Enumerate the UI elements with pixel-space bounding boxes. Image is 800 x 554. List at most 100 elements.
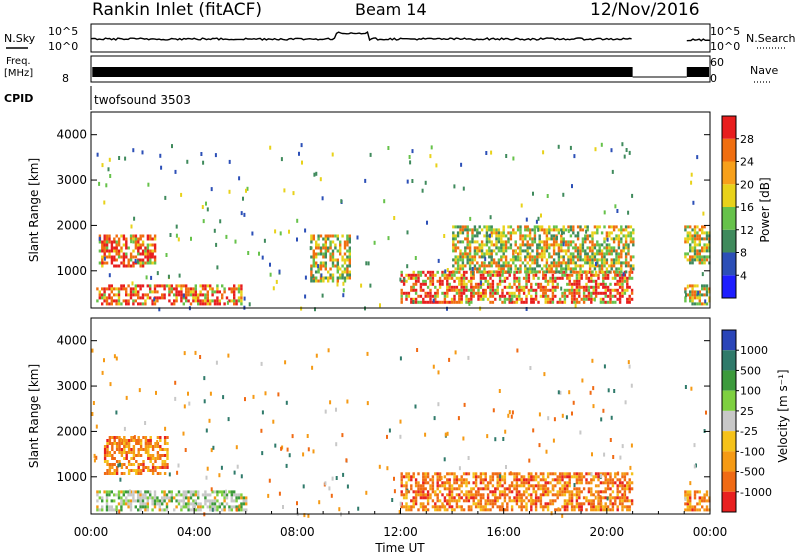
data-cell — [132, 493, 135, 497]
data-cell — [153, 249, 157, 253]
data-cell — [609, 294, 612, 298]
data-cell — [510, 481, 514, 485]
data-cell — [192, 499, 195, 503]
sparse-cell — [386, 434, 388, 439]
time-tick-label: 08:00 — [280, 525, 315, 539]
data-cell — [540, 267, 544, 271]
noise-sky-trace-end — [686, 38, 710, 42]
data-cell — [456, 255, 460, 259]
data-cell — [101, 499, 104, 503]
data-cell — [197, 299, 200, 303]
data-cell — [431, 279, 435, 283]
data-cell — [590, 276, 593, 280]
data-cell — [460, 490, 463, 494]
time-axis-title: Time UT — [374, 541, 425, 554]
data-cell — [211, 490, 214, 494]
data-cell — [596, 243, 599, 247]
data-cell — [569, 258, 573, 262]
data-cell — [534, 505, 538, 509]
sparse-cell — [532, 428, 535, 433]
data-cell — [194, 296, 197, 300]
data-cell — [533, 270, 537, 274]
data-cell — [629, 237, 633, 241]
sparse-cell — [174, 169, 177, 174]
data-cell — [450, 496, 454, 500]
data-cell — [410, 285, 413, 289]
data-cell — [341, 255, 344, 259]
data-cell — [584, 258, 587, 262]
data-cell — [518, 484, 521, 488]
data-cell — [566, 508, 569, 512]
data-cell — [521, 243, 525, 247]
sparse-cell — [603, 472, 606, 477]
sparse-cell — [258, 251, 260, 256]
sparse-cell — [561, 413, 564, 418]
data-cell — [460, 285, 463, 289]
sparse-cell — [302, 484, 305, 489]
data-cell — [209, 493, 212, 497]
data-cell — [235, 299, 238, 303]
data-cell — [329, 252, 332, 256]
data-cell — [473, 225, 477, 229]
data-cell — [125, 252, 128, 256]
data-cell — [438, 508, 442, 512]
sparse-cell — [552, 487, 555, 492]
data-cell — [542, 475, 545, 479]
data-cell — [693, 225, 697, 229]
data-cell — [536, 249, 539, 253]
data-cell — [488, 246, 491, 250]
data-cell — [503, 478, 507, 482]
data-cell — [103, 287, 106, 291]
sparse-cell — [285, 463, 288, 468]
data-cell — [621, 496, 624, 500]
sparse-cell — [314, 307, 316, 312]
data-cell — [187, 290, 190, 294]
sparse-cell — [311, 365, 314, 370]
data-cell — [132, 490, 135, 494]
sparse-cell — [235, 445, 238, 450]
data-cell — [105, 240, 109, 244]
data-cell — [452, 237, 455, 241]
sparse-cell — [156, 271, 159, 276]
data-cell — [491, 288, 495, 292]
data-cell — [689, 496, 692, 500]
data-cell — [578, 282, 581, 286]
sparse-cell — [511, 410, 514, 415]
data-cell — [587, 472, 591, 476]
data-cell — [485, 228, 489, 232]
data-cell — [548, 237, 551, 241]
data-cell — [336, 234, 339, 238]
data-cell — [576, 264, 580, 268]
data-cell — [175, 287, 178, 291]
data-cell — [480, 228, 484, 232]
data-cell — [581, 258, 585, 262]
data-cell — [486, 487, 490, 491]
data-cell — [536, 270, 539, 274]
data-cell — [693, 246, 697, 250]
data-cell — [151, 508, 154, 512]
sparse-cell — [317, 264, 320, 269]
data-cell — [588, 261, 592, 265]
data-cell — [173, 287, 176, 291]
data-cell — [113, 439, 116, 442]
data-cell — [137, 493, 140, 497]
data-cell — [113, 240, 116, 244]
data-cell — [611, 288, 615, 292]
data-cell — [520, 288, 523, 292]
data-cell — [497, 246, 501, 250]
data-cell — [197, 502, 200, 506]
data-cell — [689, 246, 692, 250]
data-cell — [615, 237, 618, 241]
data-cell — [570, 282, 574, 286]
data-cell — [570, 288, 574, 292]
data-cell — [623, 496, 627, 500]
data-cell — [422, 484, 425, 488]
data-cell — [113, 237, 116, 241]
data-cell — [624, 270, 628, 274]
sparse-cell — [301, 160, 303, 165]
data-cell — [554, 279, 557, 283]
data-cell — [604, 282, 607, 286]
sparse-cell — [469, 216, 472, 221]
data-cell — [189, 287, 193, 291]
